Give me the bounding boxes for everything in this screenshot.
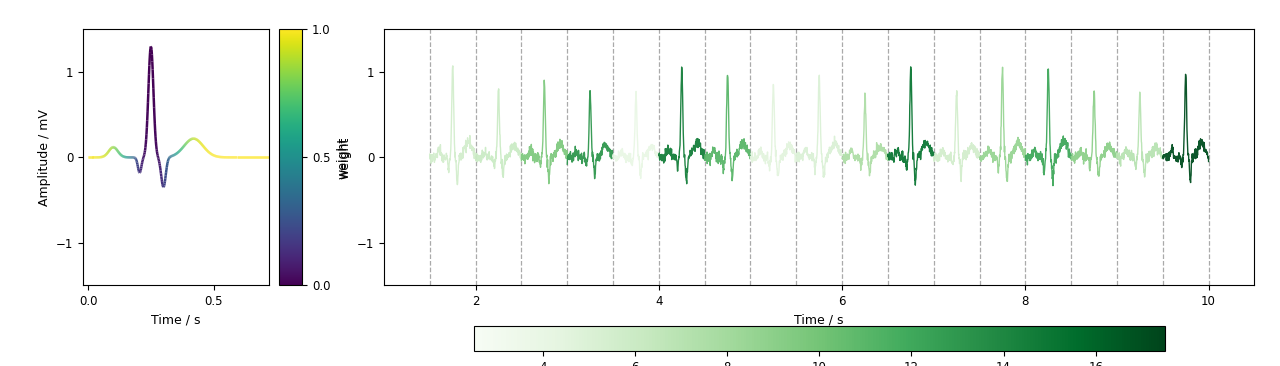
Y-axis label: weight: weight: [335, 136, 349, 179]
X-axis label: Time / s: Time / s: [151, 314, 201, 327]
Y-axis label: weight: weight: [338, 136, 351, 179]
Y-axis label: Amplitude / mV: Amplitude / mV: [37, 109, 50, 206]
X-axis label: Time / s: Time / s: [795, 314, 844, 327]
